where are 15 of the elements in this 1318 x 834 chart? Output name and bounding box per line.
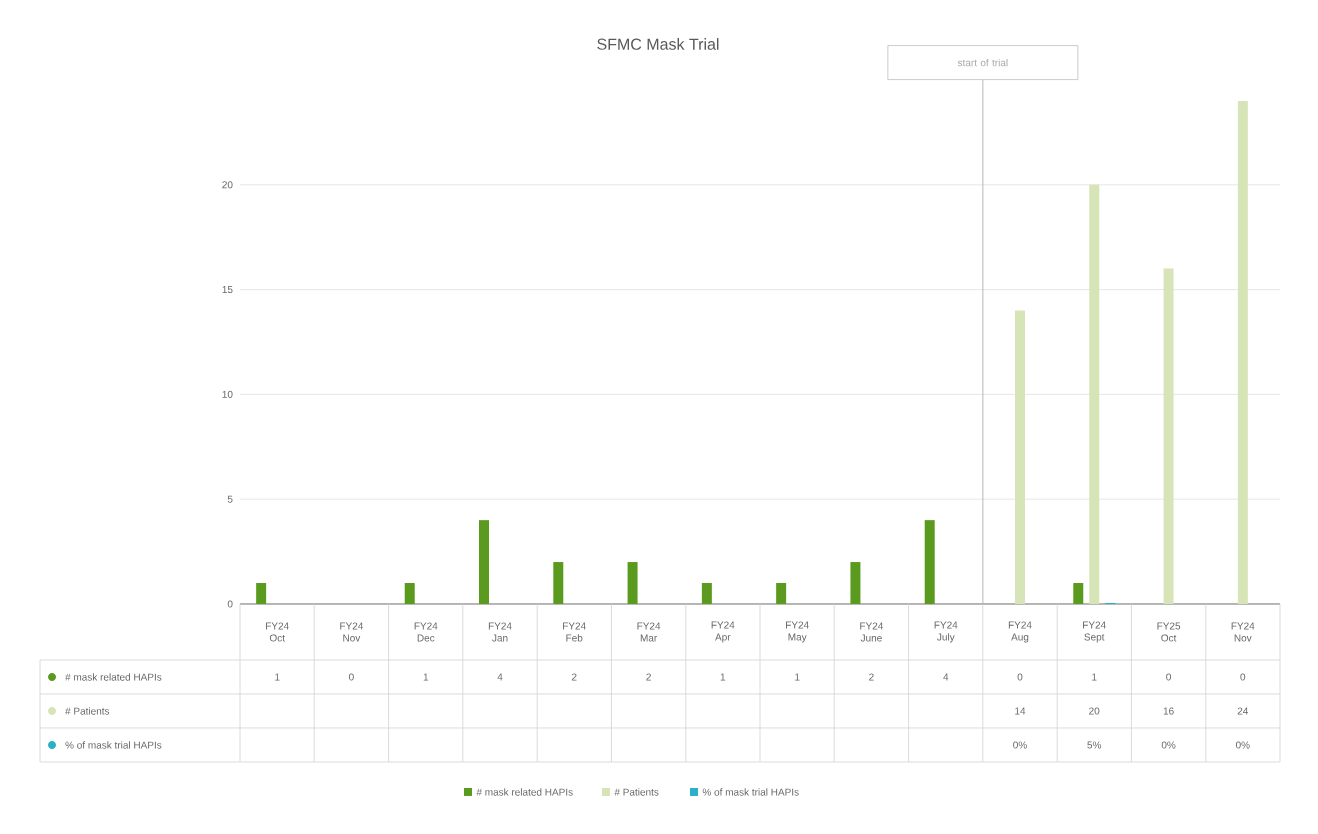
bar bbox=[256, 583, 267, 604]
bar bbox=[1237, 100, 1248, 604]
bar bbox=[479, 520, 490, 604]
bar bbox=[1073, 583, 1084, 604]
bar bbox=[1089, 184, 1100, 604]
bar bbox=[776, 583, 787, 604]
bar bbox=[924, 520, 935, 604]
bar bbox=[1163, 268, 1174, 604]
bar bbox=[553, 562, 564, 604]
chart-title: SFMC Mask Trial bbox=[597, 38, 719, 50]
bar bbox=[627, 562, 638, 604]
bar bbox=[404, 583, 415, 604]
bar bbox=[1015, 310, 1025, 604]
bar bbox=[701, 583, 712, 604]
bar bbox=[850, 562, 861, 604]
